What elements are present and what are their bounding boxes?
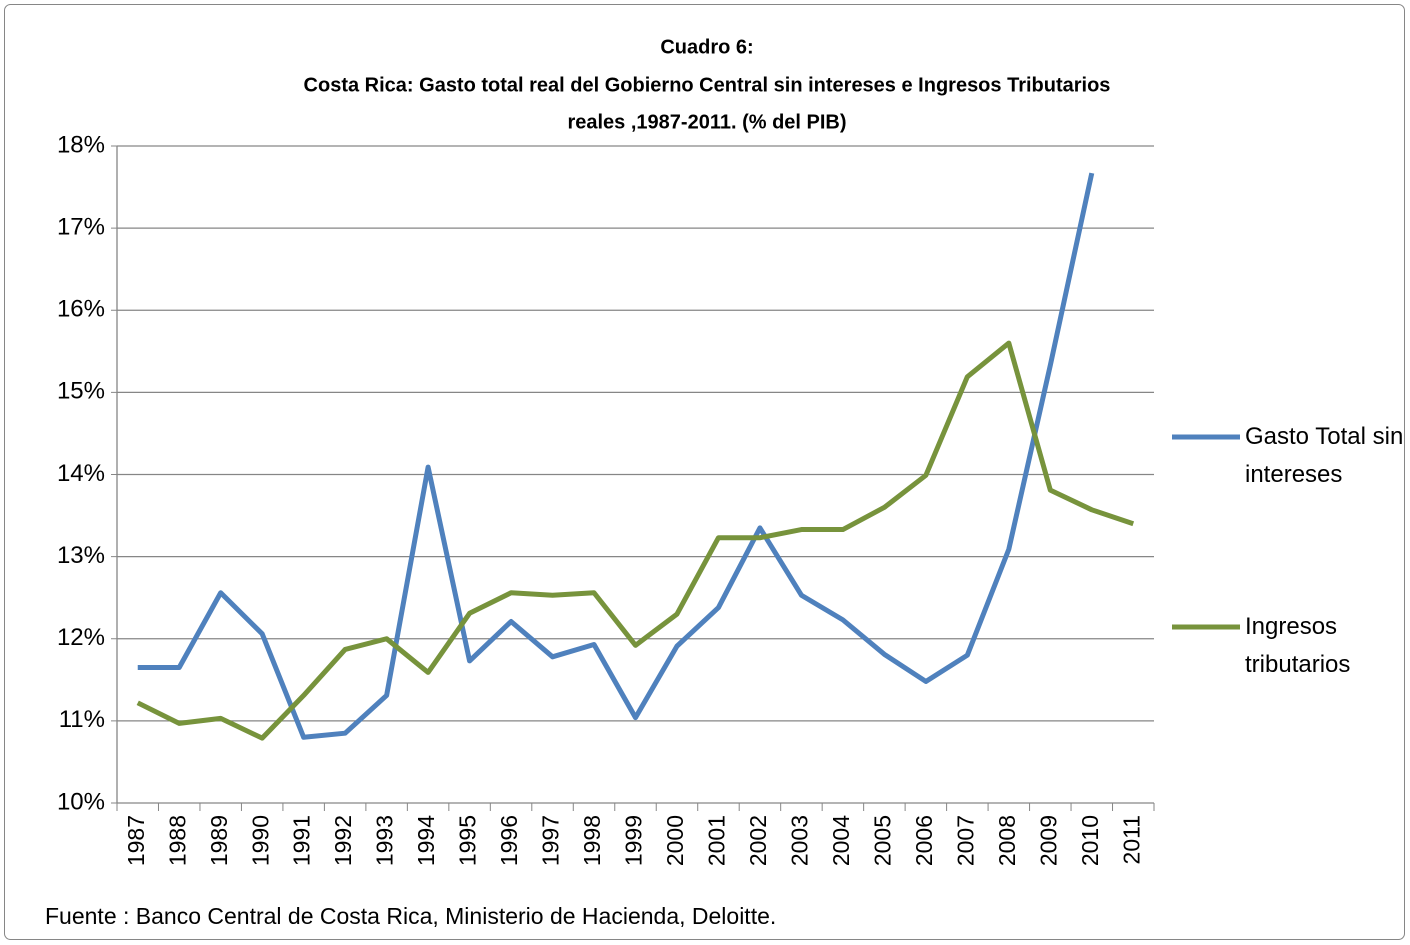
x-tick-label: 1991: [289, 815, 315, 866]
chart-frame: [4, 4, 1405, 940]
y-tick-label: 14%: [57, 460, 105, 487]
y-tick-label: 16%: [57, 296, 105, 323]
x-tick-label: 1990: [247, 815, 273, 866]
x-tick-label: 2010: [1077, 815, 1103, 866]
y-tick-label: 11%: [59, 706, 105, 733]
x-tick-label: 1987: [123, 815, 149, 866]
x-tick-label: 1999: [621, 815, 647, 866]
legend-label: Ingresos tributarios: [1245, 613, 1351, 678]
x-tick-label: 1998: [579, 815, 605, 866]
y-tick-label: 17%: [57, 213, 105, 240]
x-tick-label: 1989: [206, 815, 232, 866]
x-tick-label: 2002: [745, 815, 771, 866]
chart-title: reales ,1987-2011. (% del PIB): [567, 111, 846, 133]
x-tick-label: 1988: [164, 815, 190, 866]
chart-title: Costa Rica: Gasto total real del Gobiern…: [304, 74, 1111, 96]
x-tick-label: 2000: [662, 815, 688, 866]
x-tick-label: 2006: [911, 815, 937, 866]
x-tick-label: 2001: [704, 815, 730, 866]
series-line: [137, 172, 1095, 740]
x-tick-label: 2007: [952, 815, 978, 866]
x-tick-label: 1996: [496, 815, 522, 866]
x-tick-label: 2004: [828, 815, 854, 866]
x-tick-label: 1992: [330, 815, 356, 866]
y-tick-label: 15%: [57, 378, 105, 405]
series-line: [136, 340, 1135, 741]
x-tick-label: 1994: [413, 815, 439, 866]
y-tick-label: 13%: [57, 542, 105, 569]
x-tick-label: 2009: [1035, 815, 1061, 866]
x-tick-label: 2003: [786, 815, 812, 866]
source-note: Fuente : Banco Central de Costa Rica, Mi…: [45, 903, 776, 929]
y-tick-label: 12%: [57, 624, 105, 651]
x-tick-label: 1993: [372, 815, 398, 866]
x-tick-label: 1995: [455, 815, 481, 866]
y-tick-label: 18%: [57, 131, 105, 158]
chart-title: Cuadro 6:: [660, 36, 753, 58]
x-tick-label: 2008: [994, 815, 1020, 866]
x-tick-label: 2005: [869, 815, 895, 866]
x-tick-label: 2011: [1118, 815, 1144, 864]
y-tick-label: 10%: [57, 788, 105, 815]
legend-label: Gasto Total sin intereses: [1245, 423, 1404, 488]
x-tick-label: 1997: [538, 815, 564, 866]
